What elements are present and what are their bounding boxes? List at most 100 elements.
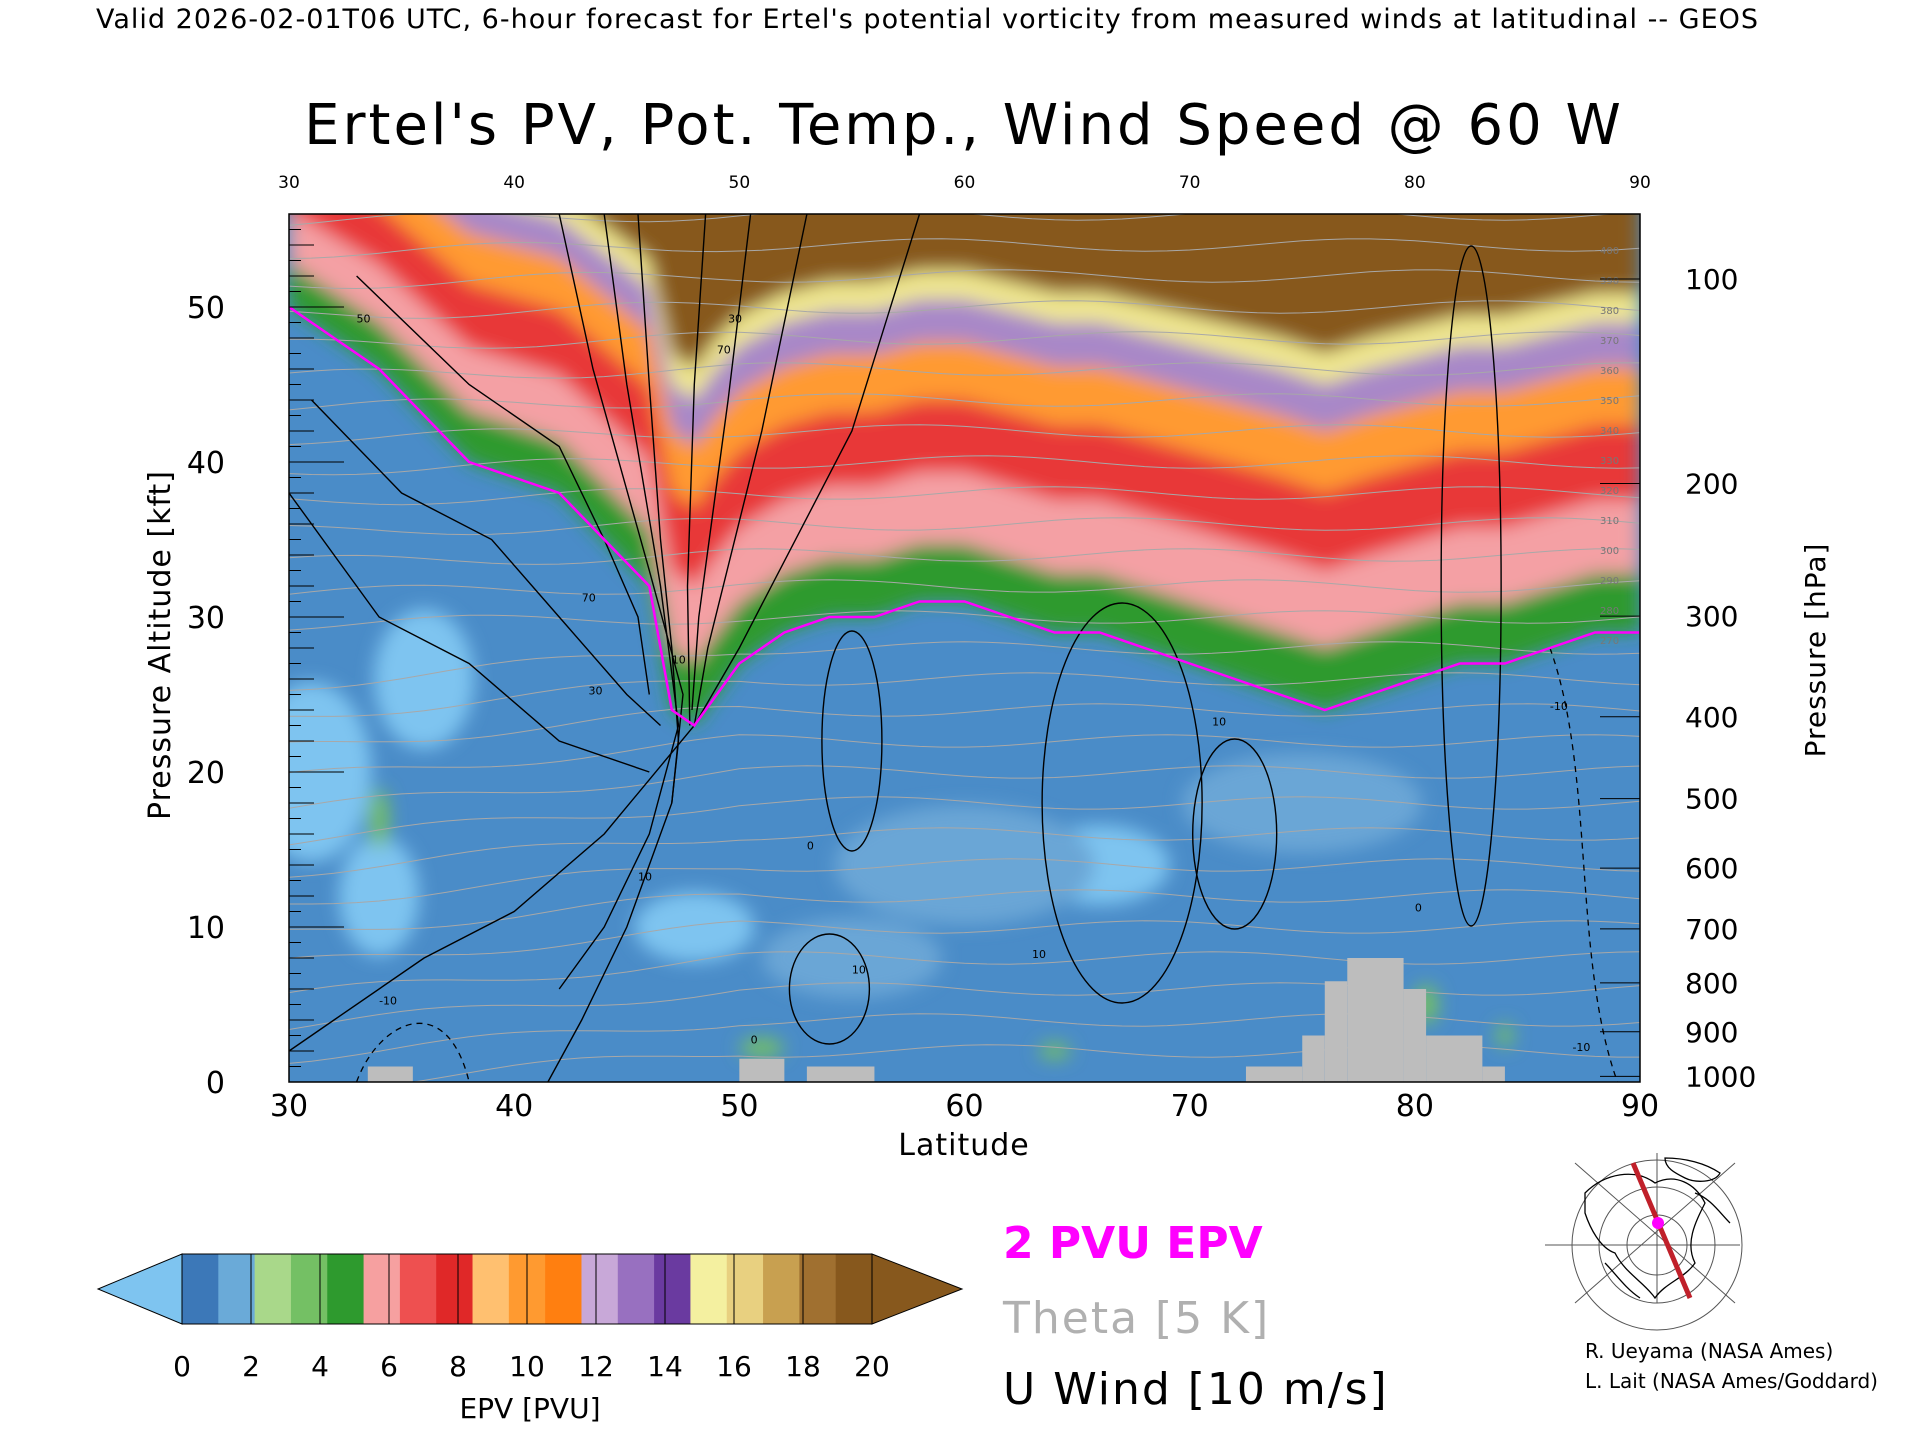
terrain-block-3 — [1245, 1066, 1303, 1082]
wind-contour-label-3: 10 — [852, 964, 866, 977]
theta-contour-17 — [289, 517, 1640, 536]
wind-contour-8 — [310, 399, 661, 727]
colorbar-swatch-16 — [763, 1254, 800, 1324]
colorbar-tick-16: 16 — [716, 1350, 752, 1383]
theta-label-12: 280 — [1600, 606, 1619, 617]
epv-colorbar: 0 2 4 6 8 10 12 14 16 18 20 — [96, 1253, 964, 1383]
plot-area: 4003903803703603503403303203103002902802… — [187, 173, 1756, 1124]
theta-contour-25 — [289, 269, 1640, 290]
high-pv-lowlevel-0 — [739, 1037, 784, 1058]
colorbar-swatch-2 — [254, 1254, 292, 1324]
y-tick-kft-20: 20 — [187, 756, 225, 791]
wind-contour-label-1: 30 — [588, 685, 602, 698]
x-tick-bottom-40: 40 — [495, 1089, 533, 1124]
terrain-block-8 — [1426, 1035, 1483, 1082]
pressure-tick-500: 500 — [1685, 783, 1738, 816]
mid-pv-patch-0 — [834, 805, 1095, 925]
theta-label-1: 390 — [1600, 276, 1619, 287]
wind-contour-label-10: 0 — [751, 1033, 758, 1046]
colorbar-swatch-3 — [290, 1254, 328, 1324]
theta-contour-18 — [289, 486, 1640, 506]
mid-pv-patch-2 — [761, 918, 942, 998]
credit-line-1: R. Ueyama (NASA Ames) — [1585, 1339, 1833, 1363]
y-tick-kft-50: 50 — [187, 291, 225, 326]
theta-contour-26 — [289, 238, 1640, 260]
wind-loop-3 — [788, 933, 871, 1045]
x-tick-bottom-60: 60 — [945, 1089, 983, 1124]
theta-contour-20 — [289, 424, 1640, 446]
colorbar-swatch-5 — [363, 1254, 401, 1324]
colorbar-tick-8: 8 — [449, 1350, 467, 1383]
colorbar-swatch-4 — [327, 1254, 365, 1324]
u-wind-contours: 30 30 10 10 0 70 70 50 10 -10 0 10 10 -10 -10 0 0 — [289, 214, 1619, 1082]
wind-contour-5 — [693, 214, 808, 726]
colorbar-swatch-15 — [726, 1254, 764, 1324]
wind-contour-label-9: -10 — [379, 995, 397, 1008]
colorbar-swatch-7 — [436, 1254, 474, 1324]
x-tick-top-60: 60 — [954, 173, 976, 193]
wind-negative-contour-2 — [355, 1022, 470, 1082]
credit-line-2: L. Lait (NASA Ames/Goddard) — [1585, 1369, 1878, 1393]
wind-contour-label-4: 0 — [807, 840, 814, 853]
theta-contour-14 — [289, 610, 1640, 631]
high-pv-lowlevel-3 — [369, 788, 390, 849]
x-tick-top-90: 90 — [1629, 173, 1651, 193]
wind-contour-label-0: 30 — [728, 313, 742, 326]
pressure-tick-100: 100 — [1685, 263, 1738, 296]
theta-label-6: 340 — [1600, 426, 1619, 437]
terrain-block-5 — [1324, 981, 1348, 1082]
x-tick-bottom-90: 90 — [1621, 1089, 1659, 1124]
wind-negative-contour — [1549, 647, 1619, 1082]
terrain-block-7 — [1403, 989, 1427, 1082]
theta-contour-19 — [289, 455, 1640, 476]
colorbar-swatch-6 — [399, 1254, 437, 1324]
theta-label-9: 310 — [1600, 516, 1619, 527]
theta-label-2: 380 — [1600, 306, 1619, 317]
theta-contour-11 — [289, 703, 1640, 743]
legend-u-wind: U Wind [10 m/s] — [1003, 1364, 1389, 1415]
wind-contour-2 — [547, 214, 684, 1082]
colorbar-swatch-18 — [835, 1254, 873, 1324]
wind-contour-6 — [289, 214, 921, 1052]
wind-loop-2 — [821, 630, 883, 852]
theta-contour-9 — [289, 765, 1640, 809]
theta-contour-24 — [289, 300, 1640, 319]
theta-contour-4 — [289, 920, 1640, 959]
pressure-tick-1000: 1000 — [1685, 1060, 1756, 1093]
terrain-block-0 — [367, 1066, 413, 1082]
wind-contour-label-13: -10 — [1572, 1041, 1590, 1054]
colorbar-label: EPV [PVU] — [459, 1392, 600, 1425]
inset-map — [1545, 1153, 1743, 1331]
chart-title: Ertel's PV, Pot. Temp., Wind Speed @ 60 … — [304, 93, 1624, 158]
colorbar-tick-10: 10 — [509, 1350, 545, 1383]
terrain-block-2 — [806, 1066, 875, 1082]
wind-contour-label-8: 10 — [672, 654, 686, 667]
wind-contour-4 — [691, 214, 752, 711]
colorbar-tick-6: 6 — [380, 1350, 398, 1383]
x-tick-top-40: 40 — [503, 173, 525, 193]
x-tick-bottom-70: 70 — [1171, 1089, 1209, 1124]
high-pv-lowlevel-4 — [1496, 1023, 1513, 1048]
colorbar-swatch-0 — [182, 1254, 219, 1324]
theta-contour-23 — [289, 331, 1640, 349]
colorbar-swatch-1 — [218, 1254, 256, 1324]
theta-contour-16 — [289, 548, 1640, 565]
theta-label-4: 360 — [1600, 366, 1619, 377]
theta-label-10: 300 — [1600, 546, 1619, 557]
theta-label-8: 320 — [1600, 486, 1619, 497]
high-pv-lowlevel-1 — [1038, 1043, 1071, 1059]
wind-contour-label-6: 70 — [582, 592, 596, 605]
wind-contour-1 — [558, 214, 680, 990]
low-pv-patch-3 — [634, 892, 755, 962]
theta-label-7: 330 — [1600, 456, 1619, 467]
colorbar-swatch-13 — [654, 1254, 691, 1324]
x-tick-top-50: 50 — [729, 173, 751, 193]
pressure-tick-400: 400 — [1685, 701, 1738, 734]
theta-contour-13 — [289, 641, 1640, 691]
y-tick-kft-0: 0 — [206, 1066, 225, 1101]
wind-loop-1 — [1191, 738, 1278, 930]
colorbar-tick-0: 0 — [173, 1350, 191, 1383]
wind-contour-label-2: 10 — [638, 871, 652, 884]
theta-contour-5 — [289, 889, 1640, 930]
